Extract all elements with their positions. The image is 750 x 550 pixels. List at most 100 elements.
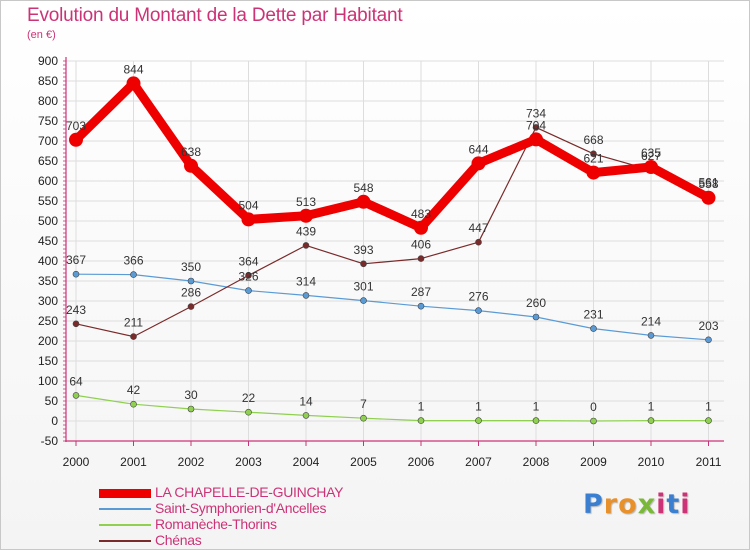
legend-swatch [99,540,151,542]
y-tick-label: -50 [41,434,59,448]
data-point [302,412,310,419]
data-label: 406 [411,238,431,252]
y-tick-label: 50 [45,394,59,408]
legend: LA CHAPELLE-DE-GUINCHAY Saint-Symphorien-… [99,484,419,549]
y-tick-label: 200 [38,334,58,348]
data-point [701,190,716,205]
data-label: 447 [468,221,488,235]
data-point [590,325,597,332]
data-point [130,333,137,340]
data-label: 42 [127,383,141,397]
y-tick-label: 550 [38,194,58,208]
y-tick-label: 450 [38,234,58,248]
data-label: 301 [353,280,373,294]
y-tick-label: 150 [38,354,58,368]
data-label: 548 [353,181,373,195]
data-label: 367 [66,253,86,267]
x-tick-label: 2003 [235,455,262,469]
legend-swatch [99,508,151,510]
data-point [586,165,601,180]
data-point [72,392,80,399]
y-tick-label: 900 [38,54,58,68]
data-point [647,332,655,339]
data-label: 734 [526,106,546,120]
data-label: 203 [698,319,718,333]
data-label: 260 [526,296,546,310]
x-tick-label: 2006 [408,455,435,469]
y-tick-label: 850 [38,74,58,88]
data-label: 287 [411,285,431,299]
data-label: 286 [181,286,201,300]
data-label: 30 [184,388,198,402]
data-label: 561 [698,176,718,190]
y-tick-label: 0 [51,414,58,428]
y-tick-label: 600 [38,174,58,188]
data-point [471,156,486,171]
legend-swatch [99,488,151,498]
series-line-2 [75,394,709,422]
legend-item: Romanèche-Thorins [99,516,419,533]
data-label: 1 [475,400,482,414]
data-label: 366 [123,254,143,268]
series-line-0 [72,78,711,233]
data-point [360,297,367,304]
data-label: 350 [181,260,201,274]
data-point [529,132,543,147]
data-point [184,158,198,173]
data-label: 1 [418,400,425,414]
data-point [130,400,137,408]
logo-letter: P [583,489,604,520]
data-point [417,255,425,262]
y-tick-label: 250 [38,314,58,328]
logo-letter: x [637,489,657,520]
data-label: 0 [590,400,597,414]
data-label: 22 [242,391,256,405]
logo-letter: t [666,489,681,520]
data-point [356,194,371,209]
data-label: 558 [698,177,718,191]
data-label: 314 [296,274,316,288]
data-point [245,272,252,279]
data-label: 635 [641,146,661,160]
data-point [69,132,83,147]
y-tick-label: 800 [38,94,58,108]
data-point [245,287,252,294]
series-line-1 [75,273,709,341]
data-label: 276 [468,290,488,304]
data-point [245,408,252,416]
x-tick-label: 2005 [350,455,377,469]
legend-swatch [99,524,151,526]
data-point [475,238,482,246]
data-point [72,320,80,328]
chart-subtitle: (en €) [27,29,56,41]
data-point [299,208,313,223]
y-tick-label: 750 [38,114,58,128]
data-point [241,212,256,227]
y-tick-label: 650 [38,154,58,168]
x-tick-label: 2010 [638,455,665,469]
data-label: 1 [705,400,712,414]
x-tick-label: 2004 [293,455,320,469]
x-tick-label: 2009 [580,455,607,469]
data-point [414,220,428,235]
logo-letter: i [656,489,667,520]
data-point [187,303,195,310]
data-label: 211 [124,316,143,330]
chart-title: Evolution du Montant de la Dette par Hab… [27,5,403,26]
data-point [647,417,655,424]
data-label: 844 [123,62,143,76]
data-point [532,417,540,424]
x-tick-label: 2007 [465,455,492,469]
legend-label: LA CHAPELLE-DE-GUINCHAY [155,484,344,500]
data-point [705,417,712,424]
data-label: 243 [66,303,86,317]
data-label: 1 [648,400,655,414]
data-label: 393 [353,243,373,257]
legend-item: Chénas [99,532,419,549]
data-point [590,417,597,425]
y-tick-label: 350 [38,274,58,288]
x-tick-label: 2008 [523,455,550,469]
data-label: 644 [468,142,488,156]
data-label: 439 [296,224,316,238]
